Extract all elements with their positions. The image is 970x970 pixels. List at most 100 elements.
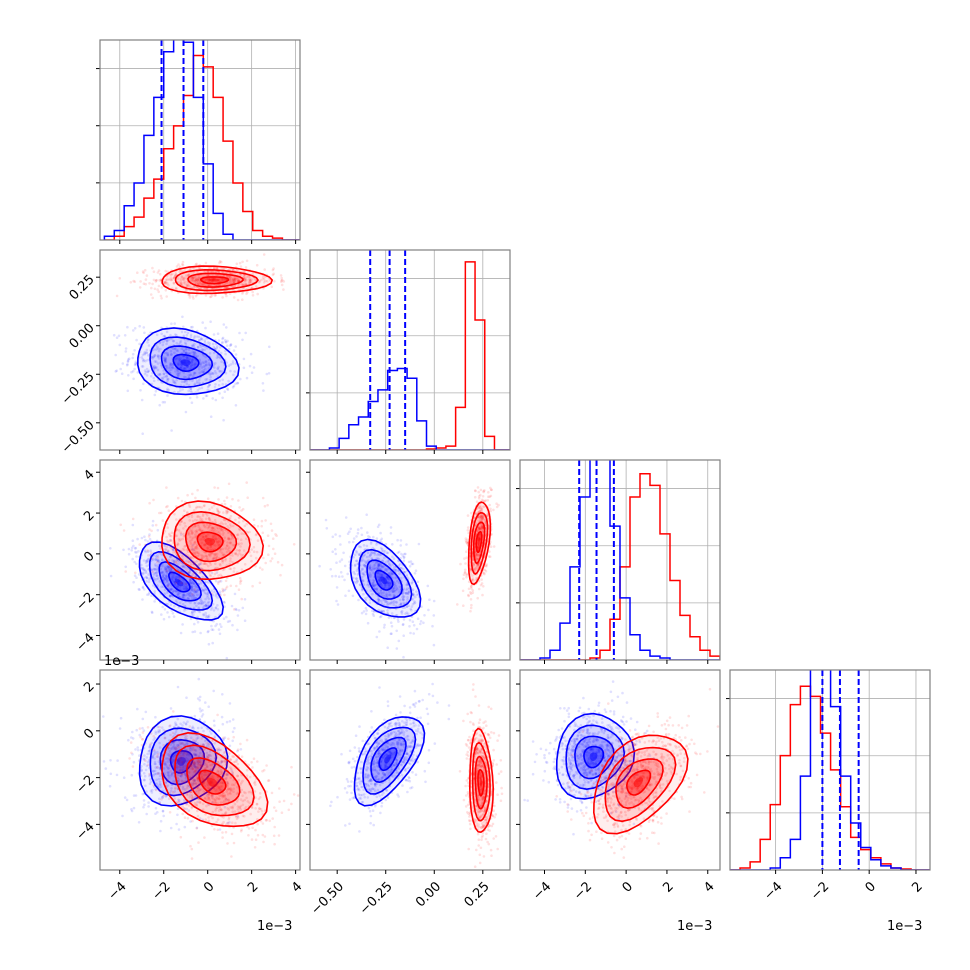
sample-point (164, 547, 167, 551)
sample-point (192, 582, 196, 586)
sample-point (190, 593, 194, 596)
sample-point (201, 513, 205, 516)
sample-point (384, 594, 388, 597)
sample-point (209, 320, 212, 324)
sample-point (153, 354, 156, 357)
sample-point (140, 365, 144, 368)
sample-point (222, 600, 226, 604)
sample-point (243, 619, 247, 622)
sample-point (201, 554, 204, 558)
sample-point (178, 360, 181, 363)
sample-point (428, 598, 431, 601)
sample-point (217, 355, 220, 359)
sample-point (481, 526, 484, 530)
sample-point (226, 339, 229, 343)
axes-frame (519, 459, 721, 661)
sample-point (464, 539, 468, 542)
sample-point (261, 382, 265, 385)
sample-point (382, 594, 386, 598)
sample-point (173, 380, 176, 383)
sample-point (231, 386, 235, 389)
sample-point (166, 771, 170, 774)
sample-point (325, 527, 329, 530)
sample-point (331, 535, 335, 539)
sample-point (394, 604, 398, 608)
sample-point (244, 537, 248, 541)
sample-point (234, 404, 238, 407)
sample-point (271, 273, 275, 277)
sample-point (200, 599, 204, 603)
sample-point (125, 363, 129, 367)
sample-point (215, 266, 219, 270)
sample-point (199, 581, 203, 585)
sample-point (181, 565, 185, 568)
sample-point (358, 583, 362, 586)
sample-point (377, 566, 381, 569)
sample-point (135, 555, 138, 558)
sample-point (198, 281, 202, 284)
sample-point (262, 539, 265, 542)
sample-point (467, 587, 471, 591)
sample-point (206, 592, 210, 595)
sample-point (239, 377, 242, 381)
sample-point (141, 365, 145, 368)
sample-point (273, 552, 277, 555)
sample-point (235, 758, 239, 761)
sample-point (132, 760, 136, 764)
sample-point (205, 751, 209, 755)
sample-point (210, 624, 213, 628)
sample-point (189, 594, 192, 598)
sample-point (167, 540, 170, 544)
sample-point (184, 736, 187, 739)
sample-point (175, 601, 179, 604)
sample-point (209, 415, 213, 419)
sample-point (186, 365, 189, 369)
sample-point (382, 549, 385, 553)
sample-point (164, 570, 168, 573)
sample-point (384, 586, 387, 590)
sample-point (392, 601, 396, 604)
sample-point (145, 576, 149, 580)
red-contour (470, 511, 489, 575)
sample-point (355, 577, 358, 581)
sample-point (201, 713, 205, 716)
sample-point (229, 525, 233, 528)
sample-point (200, 283, 203, 286)
sample-point (365, 560, 369, 563)
sample-point (467, 580, 471, 584)
sample-point (480, 517, 483, 521)
sample-point (164, 780, 168, 784)
sample-point (198, 276, 201, 279)
sample-point (263, 268, 267, 271)
sample-point (205, 563, 208, 566)
sample-point (377, 598, 381, 602)
sample-point (158, 783, 161, 786)
sample-point (248, 278, 251, 281)
sample-point (175, 349, 179, 352)
sample-point (411, 597, 415, 600)
sample-point (221, 568, 225, 572)
sample-point (176, 496, 180, 500)
sample-point (187, 352, 190, 355)
sample-point (194, 540, 197, 544)
sample-point (272, 547, 275, 551)
sample-point (461, 589, 465, 593)
sample-point (112, 333, 116, 337)
sample-point (282, 280, 286, 283)
sample-point (222, 278, 226, 282)
sample-point (206, 558, 210, 561)
sample-point (164, 278, 168, 282)
sample-point (124, 350, 128, 353)
sample-point (154, 360, 158, 364)
sample-point (182, 348, 185, 352)
sample-point (357, 552, 361, 556)
sample-point (229, 279, 232, 282)
sample-point (269, 522, 273, 526)
sample-point (400, 610, 403, 614)
sample-point (229, 559, 232, 563)
sample-point (373, 584, 376, 588)
sample-point (185, 753, 189, 757)
sample-point (410, 581, 414, 584)
sample-point (203, 585, 206, 588)
sample-point (167, 565, 171, 569)
